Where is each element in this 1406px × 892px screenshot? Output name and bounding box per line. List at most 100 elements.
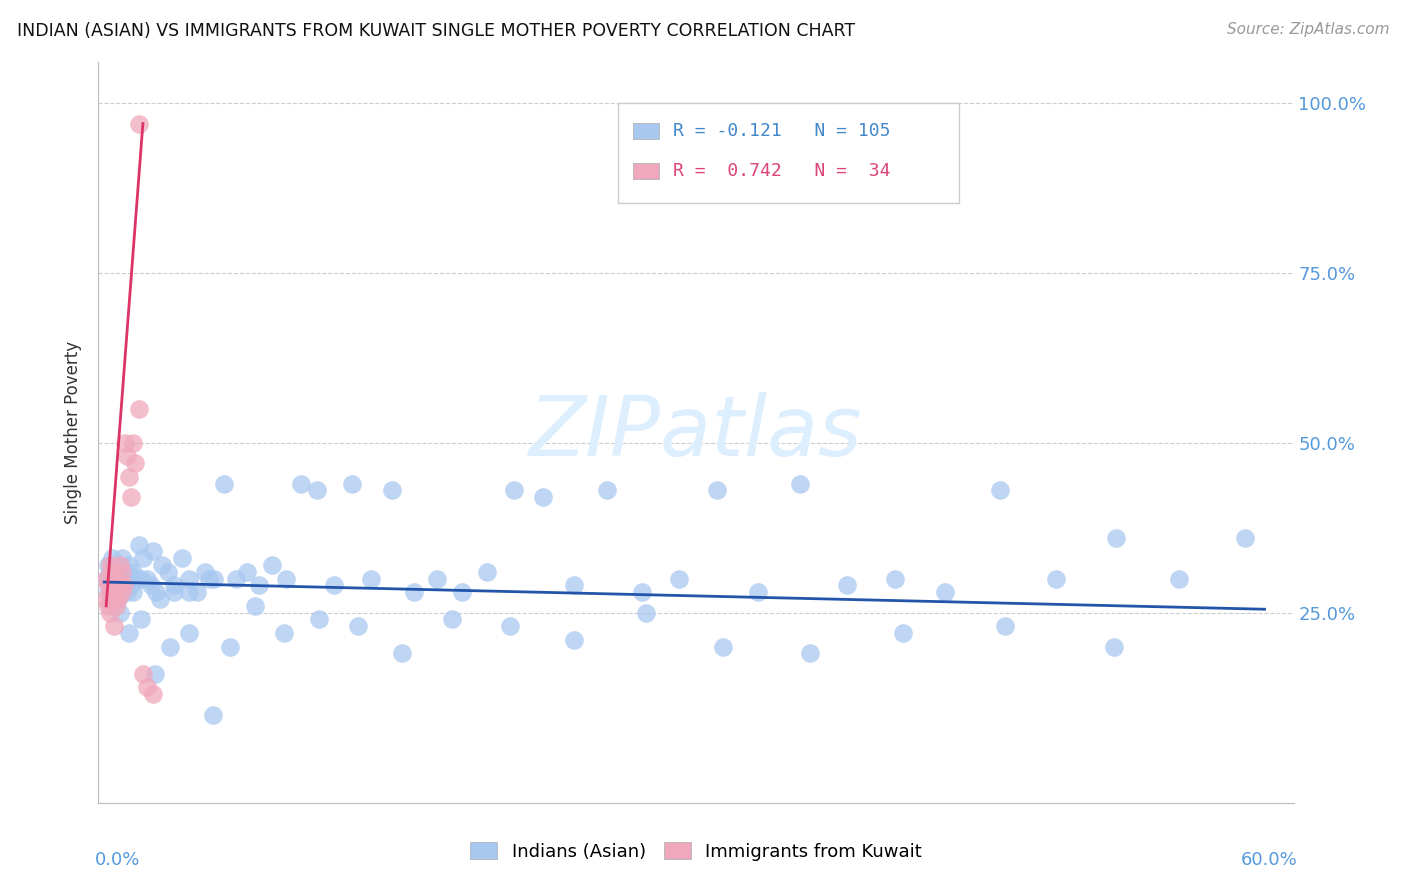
Point xyxy=(475,565,498,579)
Point xyxy=(129,572,152,586)
Point xyxy=(381,483,404,498)
Point xyxy=(159,640,181,654)
Point xyxy=(204,572,226,586)
Point xyxy=(789,476,811,491)
Point xyxy=(150,558,173,572)
Point xyxy=(97,599,120,613)
Point xyxy=(128,538,150,552)
Point xyxy=(98,578,121,592)
Point xyxy=(98,558,121,572)
Point xyxy=(97,578,120,592)
Point xyxy=(934,585,956,599)
Point xyxy=(111,585,134,599)
Point xyxy=(118,469,141,483)
Point xyxy=(124,572,146,586)
Point xyxy=(97,558,120,572)
Point xyxy=(562,578,585,592)
Point xyxy=(101,565,124,579)
Point xyxy=(103,585,125,599)
Point xyxy=(135,572,157,586)
Text: 0.0%: 0.0% xyxy=(94,851,141,869)
Point xyxy=(247,578,270,592)
Point xyxy=(96,572,118,586)
Point xyxy=(107,565,129,579)
Point xyxy=(201,707,224,722)
Point xyxy=(117,572,139,586)
Point xyxy=(441,612,464,626)
Point xyxy=(111,551,134,566)
Point xyxy=(122,565,145,579)
Point xyxy=(149,592,172,607)
Point xyxy=(96,592,118,607)
Point xyxy=(179,572,201,586)
Point xyxy=(360,572,382,586)
Point xyxy=(274,572,297,586)
Point xyxy=(120,490,142,504)
Point xyxy=(711,640,734,654)
Point xyxy=(402,585,425,599)
FancyBboxPatch shape xyxy=(619,103,959,203)
Point xyxy=(107,572,129,586)
Point xyxy=(122,585,145,599)
Point xyxy=(114,572,136,586)
Point xyxy=(305,483,328,498)
FancyBboxPatch shape xyxy=(633,163,659,179)
Point xyxy=(103,572,125,586)
Point xyxy=(596,483,619,498)
Point xyxy=(112,578,135,592)
Point xyxy=(101,592,124,607)
Point xyxy=(143,666,166,681)
Point xyxy=(104,565,127,579)
Point xyxy=(111,578,134,592)
Point xyxy=(179,626,201,640)
Point xyxy=(104,599,127,613)
Point xyxy=(98,606,121,620)
Point xyxy=(634,606,657,620)
Point xyxy=(96,572,118,586)
Point xyxy=(273,626,295,640)
Point xyxy=(101,592,124,607)
Point xyxy=(108,585,131,599)
Point xyxy=(1104,531,1126,545)
Text: 60.0%: 60.0% xyxy=(1240,851,1298,869)
Point xyxy=(101,551,124,566)
Point xyxy=(562,632,585,647)
Point xyxy=(101,578,124,592)
Point xyxy=(104,558,127,572)
Point xyxy=(994,619,1017,633)
Point xyxy=(1045,572,1067,586)
Point xyxy=(531,490,554,504)
Point xyxy=(346,619,368,633)
Point xyxy=(391,646,413,660)
Point xyxy=(186,585,208,599)
Point xyxy=(128,117,150,131)
Point xyxy=(891,626,914,640)
Point xyxy=(104,578,127,592)
Text: R = -0.121   N = 105: R = -0.121 N = 105 xyxy=(673,122,891,140)
Point xyxy=(262,558,284,572)
Point xyxy=(747,585,769,599)
Point xyxy=(145,585,167,599)
Y-axis label: Single Mother Poverty: Single Mother Poverty xyxy=(65,341,83,524)
Text: ZIPatlas: ZIPatlas xyxy=(529,392,863,473)
Point xyxy=(112,578,135,592)
Point xyxy=(112,565,135,579)
Point xyxy=(499,619,522,633)
Point xyxy=(451,585,474,599)
Point xyxy=(197,572,219,586)
Point xyxy=(103,619,125,633)
Point xyxy=(132,666,155,681)
Point xyxy=(243,599,266,613)
Point xyxy=(98,585,121,599)
Point xyxy=(308,612,330,626)
Point xyxy=(128,401,150,416)
Point xyxy=(1168,572,1191,586)
Point xyxy=(120,578,142,592)
Point xyxy=(104,585,127,599)
Point xyxy=(988,483,1011,498)
Point xyxy=(103,572,125,586)
Point xyxy=(114,435,136,450)
Text: R =  0.742   N =  34: R = 0.742 N = 34 xyxy=(673,162,891,180)
Point xyxy=(1102,640,1125,654)
Point xyxy=(132,551,155,566)
